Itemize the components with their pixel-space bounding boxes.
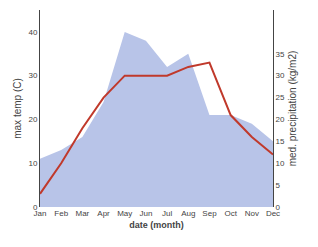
svg-text:40: 40	[28, 28, 37, 37]
svg-text:Apr: Apr	[97, 209, 110, 218]
svg-text:30: 30	[28, 71, 37, 80]
svg-text:Dec: Dec	[266, 209, 280, 218]
svg-text:max temp (C): max temp (C)	[12, 78, 23, 139]
svg-text:Jun: Jun	[139, 209, 152, 218]
svg-text:Jan: Jan	[34, 209, 47, 218]
svg-text:Aug: Aug	[181, 209, 195, 218]
svg-text:5: 5	[276, 181, 281, 190]
svg-text:Sep: Sep	[202, 209, 217, 218]
svg-text:10: 10	[28, 159, 37, 168]
svg-text:Mar: Mar	[75, 209, 89, 218]
svg-text:20: 20	[276, 115, 285, 124]
svg-text:0: 0	[276, 203, 281, 212]
svg-text:Feb: Feb	[54, 209, 68, 218]
svg-text:Oct: Oct	[224, 209, 237, 218]
svg-text:date (month): date (month)	[129, 220, 184, 230]
svg-text:35: 35	[276, 50, 285, 59]
svg-text:20: 20	[28, 115, 37, 124]
svg-text:15: 15	[276, 137, 285, 146]
svg-text:med. precipitation (kg/m2): med. precipitation (kg/m2)	[287, 51, 298, 167]
svg-text:Nov: Nov	[245, 209, 259, 218]
svg-text:30: 30	[276, 71, 285, 80]
svg-text:25: 25	[276, 93, 285, 102]
svg-text:0: 0	[33, 203, 38, 212]
svg-text:10: 10	[276, 159, 285, 168]
svg-text:Jul: Jul	[162, 209, 172, 218]
svg-text:May: May	[117, 209, 132, 218]
